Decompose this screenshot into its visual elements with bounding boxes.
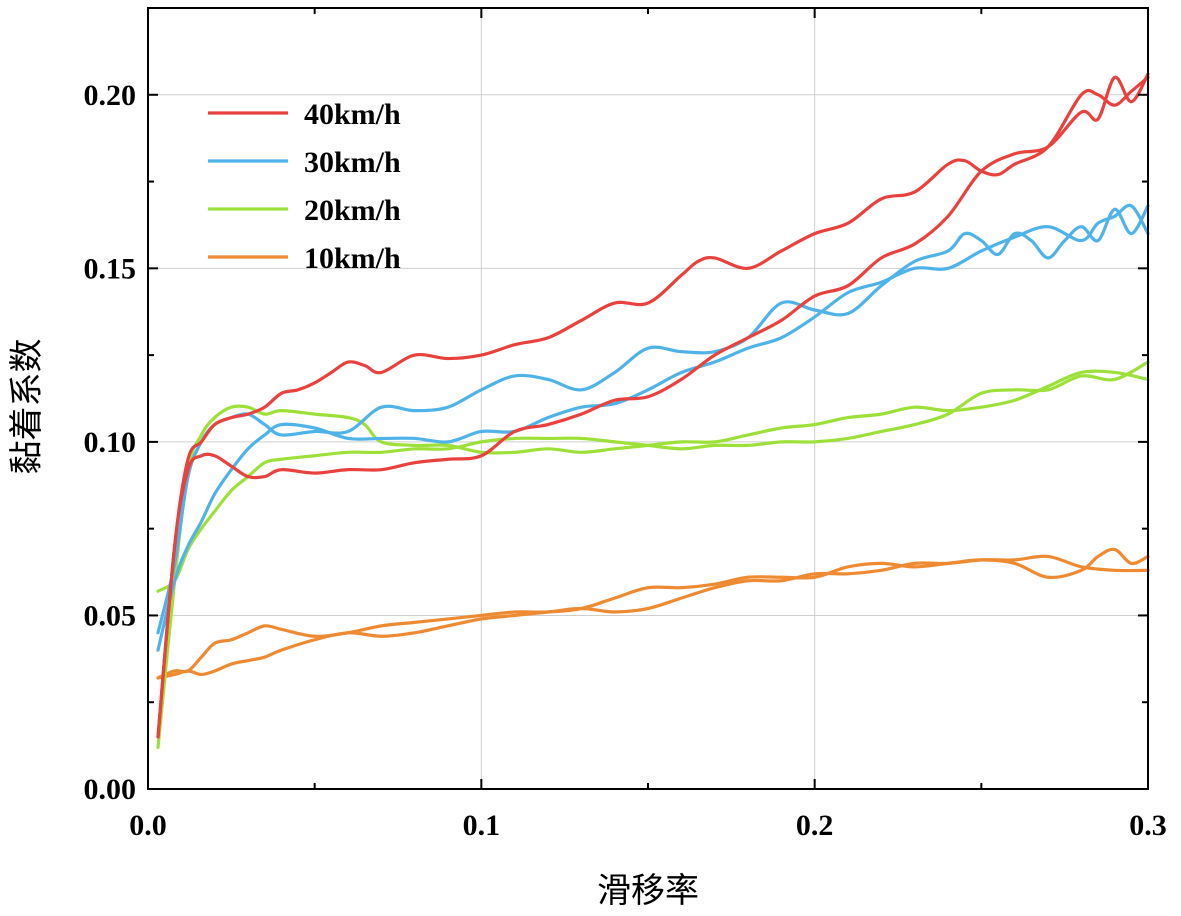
legend-item: 40km/h: [208, 98, 401, 131]
legend-label: 30km/h: [304, 146, 401, 179]
series-20km-h: [156, 360, 1150, 749]
series-10km-h: [156, 547, 1150, 680]
grid-lines: [148, 8, 1148, 789]
x-tick-label: 0.1: [463, 809, 501, 842]
y-tick-label: 0.05: [84, 599, 137, 632]
y-tick-label: 0.10: [84, 426, 137, 459]
series-line-1: [156, 75, 1150, 739]
series-line-1: [156, 204, 1150, 635]
series-line-2: [156, 72, 1150, 739]
series-line-1: [156, 547, 1150, 680]
plot-frame: [147, 7, 1149, 790]
series-line-2: [156, 203, 1150, 652]
x-tick-label: 0.3: [1129, 809, 1167, 842]
legend-label: 20km/h: [304, 194, 401, 227]
x-tick-label: 0.0: [129, 809, 167, 842]
legend-item: 30km/h: [208, 146, 401, 179]
axis-ticks: 0.0 0.1 0.2 0.3 0.00 0.05 0.10 0.15 0.20: [84, 8, 1167, 842]
legend-label: 40km/h: [304, 98, 401, 131]
y-axis-title: 黏着系数: [7, 339, 47, 475]
series-line-2: [156, 360, 1150, 593]
legend-item: 10km/h: [208, 242, 401, 275]
series-lines: [156, 72, 1150, 749]
series-line-1: [156, 369, 1150, 749]
x-axis-title: 滑移率: [597, 871, 699, 911]
series-line-2: [156, 554, 1150, 680]
legend-label: 10km/h: [304, 242, 401, 275]
series-30km-h: [156, 203, 1150, 652]
series-40km-h: [156, 72, 1150, 739]
y-tick-label: 0.20: [84, 79, 137, 112]
x-tick-label: 0.2: [796, 809, 834, 842]
y-tick-label: 0.00: [84, 773, 137, 806]
y-tick-label: 0.15: [84, 252, 137, 285]
legend-item: 20km/h: [208, 194, 401, 227]
legend: 40km/h 30km/h 20km/h 10km/h: [208, 98, 401, 275]
